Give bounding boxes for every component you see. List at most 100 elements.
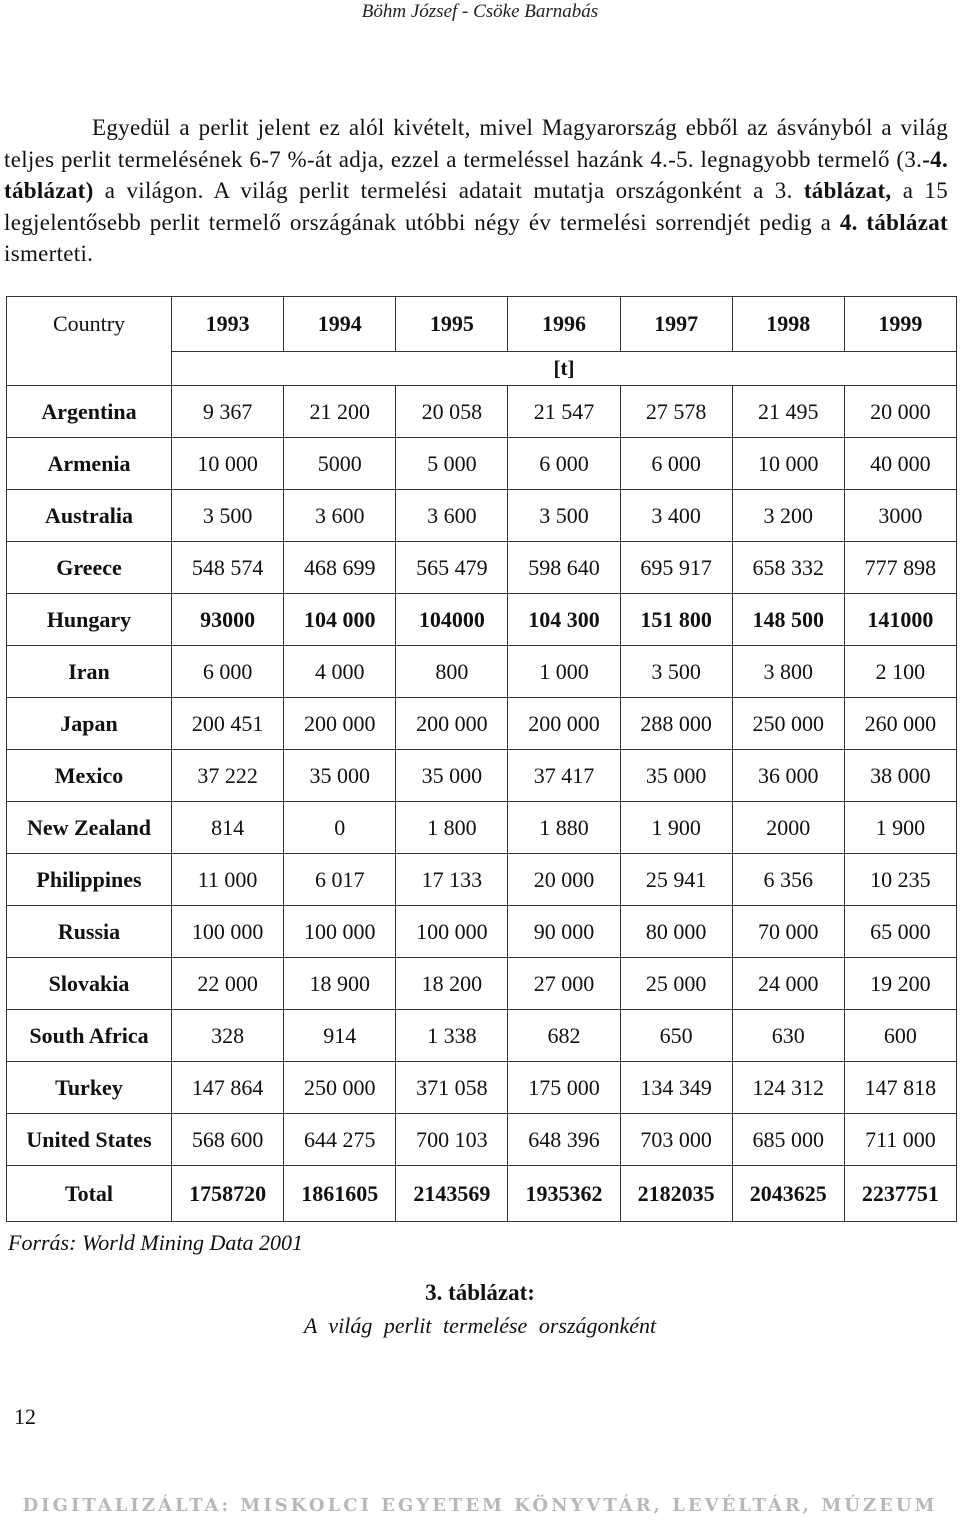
value-cell: 100 000 <box>170 905 285 958</box>
table-row: Turkey 147 864 250 000 371 058 175 000 134 34… <box>6 1061 958 1114</box>
value-cell: 21 495 <box>731 385 845 438</box>
country-cell: Turkey <box>6 1061 172 1114</box>
value-cell: 19 200 <box>843 957 958 1010</box>
value-cell: 104 000 <box>283 593 397 646</box>
country-cell: Slovakia <box>6 957 172 1010</box>
value-cell: 700 103 <box>395 1113 509 1166</box>
value-cell: 565 479 <box>395 541 509 594</box>
value-cell: 260 000 <box>843 697 958 750</box>
value-cell: 548 574 <box>170 541 285 594</box>
value-cell: 104 300 <box>507 593 621 646</box>
unit-row-spacer <box>6 351 172 386</box>
country-cell: Philippines <box>6 853 172 906</box>
value-cell: 6 000 <box>170 645 285 698</box>
total-value-cell: 2043625 <box>731 1165 845 1222</box>
value-cell: 10 000 <box>170 437 285 490</box>
value-cell: 5000 <box>283 437 397 490</box>
value-cell: 5 000 <box>395 437 509 490</box>
table-row: Australia 3 500 3 600 3 600 3 500 3 400 3 200 3… <box>6 489 958 542</box>
total-value-cell: 2143569 <box>395 1165 509 1222</box>
total-value-cell: 1861605 <box>283 1165 397 1222</box>
value-cell: 175 000 <box>507 1061 621 1114</box>
value-cell: 800 <box>395 645 509 698</box>
value-cell: 35 000 <box>395 749 509 802</box>
table-caption-subtitle: A világ perlit termelése országonként <box>303 1313 657 1338</box>
country-cell: Hungary <box>6 593 172 646</box>
value-cell: 6 000 <box>507 437 621 490</box>
country-cell: Greece <box>6 541 172 594</box>
value-cell: 70 000 <box>731 905 845 958</box>
value-cell: 777 898 <box>843 541 958 594</box>
value-cell: 2000 <box>731 801 845 854</box>
paragraph-text-2: a világon. A világ perlit termelési adat… <box>93 178 804 203</box>
value-cell: 695 917 <box>619 541 733 594</box>
table-row: Philippines 11 000 6 017 17 133 20 000 25 941… <box>6 853 958 906</box>
paragraph-text-4: ismerteti. <box>4 241 94 266</box>
table-header-row: Country 1993 1994 1995 1996 1997 1998 19… <box>6 296 958 352</box>
value-cell: 1 900 <box>843 801 958 854</box>
paragraph-bold-ref-3: 4. táblázat <box>839 209 948 235</box>
value-cell: 38 000 <box>843 749 958 802</box>
value-cell: 20 058 <box>395 385 509 438</box>
country-cell: Australia <box>6 489 172 542</box>
country-cell: Japan <box>6 697 172 750</box>
value-cell: 20 000 <box>843 385 958 438</box>
country-cell: South Africa <box>6 1009 172 1062</box>
value-cell: 598 640 <box>507 541 621 594</box>
paragraph-bold-ref-2: táblázat, <box>803 178 892 203</box>
year-header: 1999 <box>843 296 958 352</box>
value-cell: 4 000 <box>283 645 397 698</box>
total-value-cell: 1935362 <box>507 1165 621 1222</box>
value-cell: 27 578 <box>619 385 733 438</box>
value-cell: 1 880 <box>507 801 621 854</box>
value-cell: 18 200 <box>395 957 509 1010</box>
value-cell: 3 400 <box>619 489 733 542</box>
value-cell: 568 600 <box>170 1113 285 1166</box>
value-cell: 600 <box>843 1009 958 1062</box>
digitization-footer: DIGITALIZÁLTA: MISKOLCI EGYETEM KÖNYVTÁR… <box>22 1495 938 1516</box>
value-cell: 100 000 <box>395 905 509 958</box>
value-cell: 18 900 <box>283 957 397 1010</box>
value-cell: 104000 <box>395 593 509 646</box>
value-cell: 93000 <box>170 593 285 646</box>
value-cell: 711 000 <box>843 1113 958 1166</box>
country-column-header: Country <box>6 296 172 352</box>
table-total-row: Total 1758720 1861605 2143569 1935362 2182035… <box>6 1165 958 1222</box>
body-paragraph: Egyedül a perlit jelent ez alól kivételt… <box>4 112 948 270</box>
value-cell: 0 <box>283 801 397 854</box>
value-cell: 1 338 <box>395 1009 509 1062</box>
year-header: 1998 <box>731 296 845 352</box>
value-cell: 40 000 <box>843 437 958 490</box>
table-row: South Africa 328 914 1 338 682 650 630 600 <box>6 1009 958 1062</box>
value-cell: 100 000 <box>283 905 397 958</box>
value-cell: 1 900 <box>619 801 733 854</box>
total-label-cell: Total <box>6 1165 172 1222</box>
value-cell: 1 000 <box>507 645 621 698</box>
table-row: Mexico 37 222 35 000 35 000 37 417 35 000 36 0… <box>6 749 958 802</box>
year-header: 1993 <box>170 296 285 352</box>
table-row: Greece 548 574 468 699 565 479 598 640 695 91… <box>6 541 958 594</box>
page-number: 12 <box>14 1404 36 1429</box>
country-cell: Mexico <box>6 749 172 802</box>
value-cell: 3 500 <box>170 489 285 542</box>
country-cell: New Zealand <box>6 801 172 854</box>
value-cell: 148 500 <box>731 593 845 646</box>
value-cell: 3 500 <box>507 489 621 542</box>
table-row: Armenia 10 000 5000 5 000 6 000 6 000 10 000 40… <box>6 437 958 490</box>
page-header-authors: Böhm József - Csöke Barnabás <box>361 1 599 22</box>
value-cell: 200 000 <box>283 697 397 750</box>
unit-label: [t] <box>171 351 957 386</box>
value-cell: 6 017 <box>283 853 397 906</box>
value-cell: 65 000 <box>843 905 958 958</box>
table-row: Slovakia 22 000 18 900 18 200 27 000 25 000 24… <box>6 957 958 1010</box>
country-cell: Argentina <box>6 385 172 438</box>
value-cell: 25 941 <box>619 853 733 906</box>
value-cell: 648 396 <box>507 1113 621 1166</box>
year-header: 1994 <box>283 296 397 352</box>
table-row: Japan 200 451 200 000 200 000 200 000 288 000… <box>6 697 958 750</box>
value-cell: 200 451 <box>170 697 285 750</box>
total-value-cell: 2237751 <box>843 1165 958 1222</box>
value-cell: 141000 <box>843 593 958 646</box>
value-cell: 6 000 <box>619 437 733 490</box>
value-cell: 371 058 <box>395 1061 509 1114</box>
